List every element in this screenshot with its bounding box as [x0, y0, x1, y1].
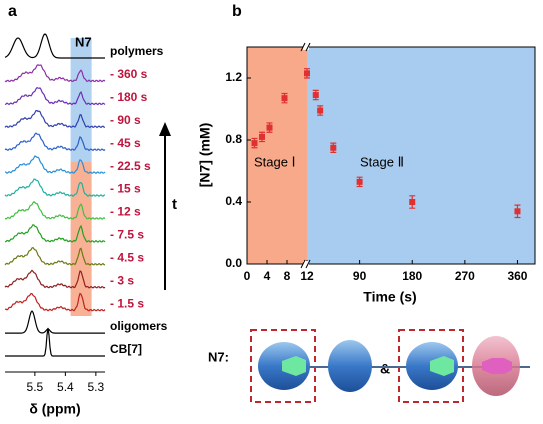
stage-region	[247, 47, 307, 264]
x-tick-label: 90	[353, 269, 367, 283]
spectrum-label: - 180 s	[110, 90, 148, 104]
spectrum	[4, 223, 106, 243]
axis-break-gap	[303, 261, 309, 267]
y-tick-label: 0.4	[225, 194, 242, 208]
spectrum	[4, 33, 105, 59]
x-tick-label: 5.4	[57, 380, 74, 394]
spectrum	[4, 246, 106, 266]
spectrum	[4, 110, 105, 129]
plot-area	[247, 47, 535, 264]
data-point	[356, 178, 363, 185]
spectrum	[4, 132, 106, 152]
spectrum-label: - 22.5 s	[110, 159, 151, 173]
data-point	[514, 208, 521, 215]
scheme-label: N7:	[208, 349, 229, 364]
spectrum	[4, 86, 106, 106]
spectrum-label: - 1.5 s	[110, 296, 144, 310]
scheme: N7: &	[208, 329, 530, 403]
axis-break-gap	[303, 44, 309, 50]
peak-label: N7	[75, 34, 92, 49]
spectrum-label: oligomers	[110, 319, 168, 333]
spectrum	[5, 310, 105, 334]
x-tick-label: 12	[300, 269, 314, 283]
arrow-head	[159, 122, 171, 136]
x-tick-label: 360	[507, 269, 527, 283]
panel-b: b Time (s) [N7] (mM) Stage Ⅰ 0 4 8 12 Stage Ⅱ…	[197, 3, 536, 305]
x-tick-label: 5.5	[27, 380, 44, 394]
stage-label: Stage Ⅱ	[360, 154, 404, 169]
stage-label: Stage Ⅰ	[254, 154, 295, 169]
guest-unit	[482, 358, 512, 374]
spectrum-label: - 90 s	[110, 113, 141, 127]
spectrum-label: CB[7]	[110, 342, 142, 356]
spectrum-label: - 15 s	[110, 182, 141, 196]
data-point	[281, 95, 288, 102]
highlight	[70, 162, 92, 316]
axis-break	[300, 42, 311, 52]
y-tick-label: 0.8	[225, 132, 242, 146]
stage-region	[307, 47, 535, 264]
data-point	[259, 133, 265, 140]
data-point	[312, 92, 319, 99]
spectrum	[4, 292, 106, 312]
spectrum-label: - 7.5 s	[110, 228, 144, 242]
panel-letter: b	[232, 3, 242, 20]
spectrum	[4, 200, 106, 220]
y-tick-label: 0.0	[225, 256, 242, 270]
data-point	[266, 124, 273, 131]
spectrum	[4, 64, 106, 83]
x-tick-label: 4	[264, 269, 271, 283]
data-point	[409, 199, 416, 205]
panel-a: a N7 t δ (ppm) 5.5 5.4 5.3 polymers - 360 s -…	[4, 3, 177, 417]
spectrum	[4, 178, 106, 197]
axis-break	[300, 259, 311, 269]
y-axis-label: [N7] (mM)	[197, 123, 213, 188]
x-axis-label: δ (ppm)	[29, 401, 80, 417]
spectrum	[4, 269, 106, 289]
spectrum	[5, 327, 105, 357]
arrow-label: t	[172, 196, 177, 213]
data-point	[317, 107, 324, 114]
spectrum	[4, 155, 106, 175]
panel-letter: a	[8, 3, 17, 20]
frame	[246, 46, 536, 265]
x-tick-label: 5.3	[88, 380, 105, 394]
scheme-joiner: &	[380, 361, 390, 377]
spectrum-label: - 3 s	[110, 273, 134, 287]
y-tick-label: 1.2	[225, 70, 242, 84]
highlight	[70, 38, 92, 162]
spectrum-label: - 45 s	[110, 136, 141, 150]
x-tick-label: 180	[402, 269, 422, 283]
x-tick-label: 0	[244, 269, 251, 283]
x-axis-label: Time (s)	[363, 289, 416, 305]
host-ring	[328, 340, 372, 392]
spectrum-label: - 12 s	[110, 205, 141, 219]
spectrum-label: polymers	[110, 44, 164, 58]
data-point	[304, 70, 310, 77]
data-point	[330, 144, 337, 151]
guest-unit	[430, 356, 454, 376]
guest-unit	[282, 356, 306, 376]
x-tick-label: 270	[455, 269, 475, 283]
spectrum-label: - 360 s	[110, 67, 148, 81]
spectrum-label: - 4.5 s	[110, 250, 144, 264]
x-tick-label: 8	[284, 269, 291, 283]
data-point	[251, 140, 258, 147]
